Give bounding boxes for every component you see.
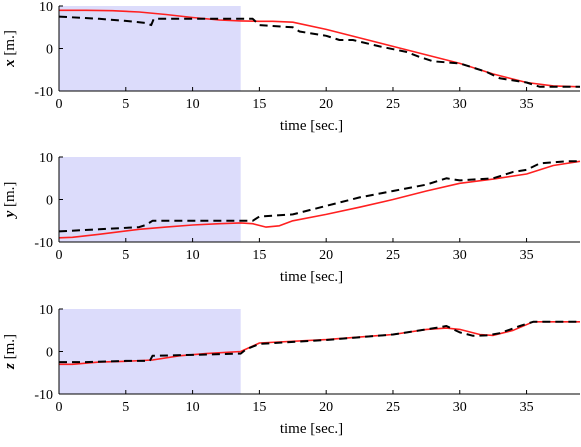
x-tick-label: 30 [453,400,467,415]
x-tick-label: 30 [453,97,467,112]
series-line-dashed [59,320,580,364]
x-tick-label: 5 [122,97,129,112]
x-tick-label: 25 [386,400,400,415]
x-tick-label: 35 [520,248,534,263]
y-tick-label: 10 [39,303,53,318]
y-axis-label-unit: [m.] [2,334,18,363]
x-axis-label: time [sec.] [280,118,343,134]
x-tick-label: 30 [453,248,467,263]
shaded-region [59,6,241,91]
y-tick-label: 10 [39,0,53,15]
y-tick-label: -10 [34,236,53,251]
x-tick-label: 20 [319,400,333,415]
y-axis-label-variable: y [2,210,18,219]
y-axis-label-unit: [m.] [2,182,18,211]
x-tick-label: 5 [122,248,129,263]
y-axis-label: z [m.] [2,334,18,370]
x-tick-label: 0 [56,400,63,415]
x-tick-label: 5 [122,400,129,415]
x-tick-label: 10 [186,400,200,415]
series-line-solid [58,160,581,239]
x-tick-label: 25 [386,97,400,112]
x-tick-label: 20 [319,97,333,112]
x-tick-label: 15 [252,248,266,263]
y-tick-label: -10 [34,85,53,100]
y-axis-label: x [m.] [2,30,18,68]
x-tick-label: 20 [319,248,333,263]
shaded-region [59,309,241,394]
y-axis-label-variable: x [2,59,18,68]
x-tick-label: 15 [252,400,266,415]
y-axis-label-variable: z [2,363,18,370]
x-tick-label: 15 [252,97,266,112]
x-tick-label: 35 [520,400,534,415]
x-axis-label: time [sec.] [280,421,343,437]
y-tick-label: -10 [34,388,53,403]
x-axis-label: time [sec.] [280,269,343,285]
x-tick-label: 0 [56,248,63,263]
y-tick-label: 0 [46,346,53,361]
y-tick-label: 0 [46,194,53,209]
series-line-dashed [58,160,580,233]
x-tick-label: 35 [520,97,534,112]
series-line-dashed [58,15,580,88]
x-tick-label: 10 [186,248,200,263]
y-tick-label: 10 [39,151,53,166]
y-axis-label: y [m.] [2,182,18,220]
x-tick-label: 0 [56,97,63,112]
x-tick-label: 10 [186,97,200,112]
y-tick-label: 0 [46,43,53,58]
x-tick-label: 25 [386,248,400,263]
y-axis-label-unit: [m.] [2,30,18,59]
